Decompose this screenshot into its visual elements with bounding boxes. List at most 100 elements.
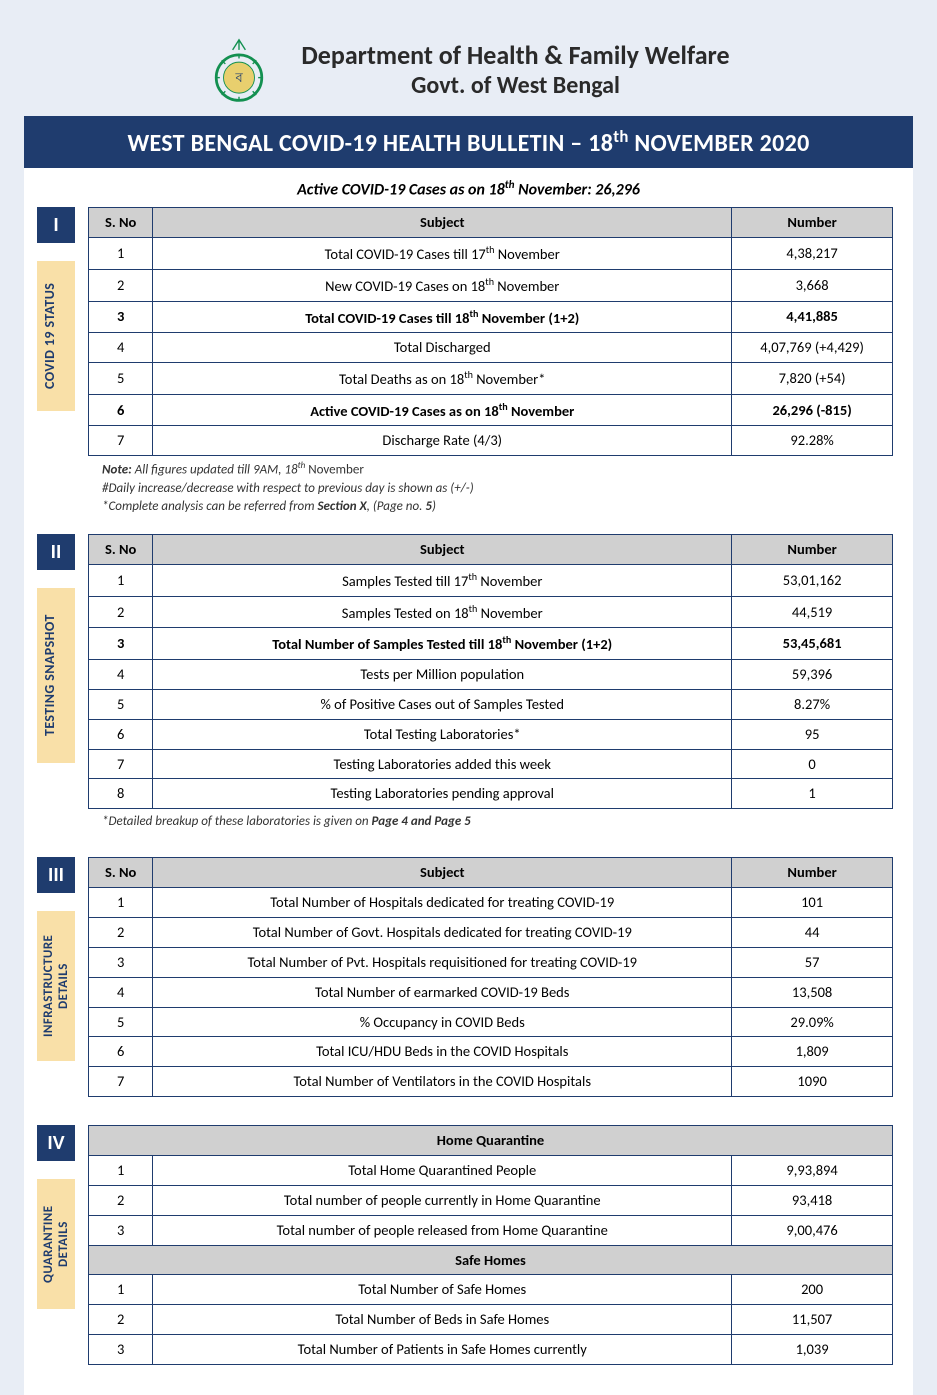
cell-subject: Total Number of Hospitals dedicated for … xyxy=(153,888,732,918)
col-sno-2: S. No xyxy=(89,535,153,565)
cell-sno: 5 xyxy=(89,1007,153,1037)
cell-subject: Tests per Million population xyxy=(153,659,732,689)
cell-subject: Total Number of Samples Tested till 18th… xyxy=(153,628,732,660)
table-row: 6Active COVID-19 Cases as on 18th Novemb… xyxy=(89,394,893,426)
cell-sno: 6 xyxy=(89,1037,153,1067)
table-row: 2New COVID-19 Cases on 18th November3,66… xyxy=(89,269,893,301)
table-row: 2Total Number of Beds in Safe Homes11,50… xyxy=(89,1305,893,1335)
note1-label: Note: xyxy=(102,463,132,478)
table-row: 6Total ICU/HDU Beds in the COVID Hospita… xyxy=(89,1037,893,1067)
cell-number: 29.09% xyxy=(732,1007,893,1037)
cell-number: 200 xyxy=(732,1275,893,1305)
cell-sno: 7 xyxy=(89,749,153,779)
cell-subject: % Occupancy in COVID Beds xyxy=(153,1007,732,1037)
table-row: 1Total COVID-19 Cases till 17th November… xyxy=(89,238,893,270)
note2-l1a: *Detailed breakup of these laboratories … xyxy=(102,814,372,829)
section-1: I COVID 19 STATUS S. No Subject Number 1… xyxy=(32,207,893,456)
active-sup: th xyxy=(505,178,515,192)
dept-title-block: Department of Health & Family Welfare Go… xyxy=(301,40,729,100)
covid-status-table: S. No Subject Number 1Total COVID-19 Cas… xyxy=(88,207,893,456)
cell-subject: Total Deaths as on 18th November* xyxy=(153,363,732,395)
cell-subject: Samples Tested till 17th November xyxy=(153,564,732,596)
cell-subject: Total COVID-19 Cases till 17th November xyxy=(153,238,732,270)
govt-logo: ব xyxy=(207,38,271,102)
cell-sno: 3 xyxy=(89,1335,153,1365)
cell-sno: 1 xyxy=(89,564,153,596)
section-4-label: QUARANTINE DETAILS xyxy=(37,1179,75,1309)
table-row: 3Total COVID-19 Cases till 18th November… xyxy=(89,301,893,333)
govt-title: Govt. of West Bengal xyxy=(301,71,729,100)
note1-l1b: All figures updated till 9AM, 18 xyxy=(132,463,298,478)
home-quarantine-label: Home Quarantine xyxy=(89,1126,893,1156)
cell-subject: Total ICU/HDU Beds in the COVID Hospital… xyxy=(153,1037,732,1067)
svg-text:ব: ব xyxy=(235,71,244,85)
col-number-1: Number xyxy=(732,208,893,238)
table-row: 5% of Positive Cases out of Samples Test… xyxy=(89,689,893,719)
cell-sno: 2 xyxy=(89,1185,153,1215)
cell-subject: Testing Laboratories pending approval xyxy=(153,779,732,809)
cell-number: 8.27% xyxy=(732,689,893,719)
table-row: 3Total Number of Patients in Safe Homes … xyxy=(89,1335,893,1365)
table-row: 7Discharge Rate (4/3)92.28% xyxy=(89,426,893,456)
page: ব Department of Health & Family Welfare … xyxy=(24,20,913,1395)
section-1-number: I xyxy=(37,207,75,243)
cell-number: 59,396 xyxy=(732,659,893,689)
cell-sno: 2 xyxy=(89,1305,153,1335)
safe-homes-header: Safe Homes xyxy=(89,1245,893,1275)
col-number-2: Number xyxy=(732,535,893,565)
notes-section-1: Note: All figures updated till 9AM, 18th… xyxy=(102,460,883,516)
cell-number: 53,45,681 xyxy=(732,628,893,660)
note1-l3c: , (Page no. xyxy=(367,499,426,514)
cell-subject: Total Testing Laboratories* xyxy=(153,719,732,749)
cell-sno: 1 xyxy=(89,888,153,918)
table-row: 4Tests per Million population59,396 xyxy=(89,659,893,689)
table-row: 4Total Discharged4,07,769 (+4,429) xyxy=(89,333,893,363)
cell-number: 9,00,476 xyxy=(732,1215,893,1245)
cell-sno: 1 xyxy=(89,1155,153,1185)
cell-subject: Testing Laboratories added this week xyxy=(153,749,732,779)
table-row: 2Total Number of Govt. Hospitals dedicat… xyxy=(89,918,893,948)
table-row: 5Total Deaths as on 18th November*7,820 … xyxy=(89,363,893,395)
cell-subject: Total Discharged xyxy=(153,333,732,363)
section-3-number: III xyxy=(37,857,75,893)
note1-l3b: Section X xyxy=(317,499,366,514)
cell-sno: 2 xyxy=(89,596,153,628)
cell-sno: 3 xyxy=(89,1215,153,1245)
table-row: 3Total Number of Pvt. Hospitals requisit… xyxy=(89,947,893,977)
table-row: 8Testing Laboratories pending approval1 xyxy=(89,779,893,809)
cell-number: 44,519 xyxy=(732,596,893,628)
cell-sno: 2 xyxy=(89,918,153,948)
banner-text-pre: WEST BENGAL COVID-19 HEALTH BULLETIN – 1… xyxy=(127,129,613,158)
note1-l3e: ) xyxy=(432,499,436,514)
cell-subject: Total Number of Safe Homes xyxy=(153,1275,732,1305)
cell-number: 4,38,217 xyxy=(732,238,893,270)
cell-subject: Discharge Rate (4/3) xyxy=(153,426,732,456)
active-cases-line: Active COVID-19 Cases as on 18th Novembe… xyxy=(24,178,913,199)
cell-sno: 1 xyxy=(89,238,153,270)
cell-sno: 1 xyxy=(89,1275,153,1305)
cell-number: 4,07,769 (+4,429) xyxy=(732,333,893,363)
col-subject-1: Subject xyxy=(153,208,732,238)
cell-number: 0 xyxy=(732,749,893,779)
header-band: ব Department of Health & Family Welfare … xyxy=(24,20,913,116)
cell-subject: Total Number of Pvt. Hospitals requisiti… xyxy=(153,947,732,977)
note1-l3a: *Complete analysis can be referred from xyxy=(102,499,317,514)
section-4-number: IV xyxy=(37,1125,75,1161)
section-3-side: III INFRASTRUCTURE DETAILS xyxy=(32,857,80,1061)
section-1-label: COVID 19 STATUS xyxy=(37,261,75,411)
cell-number: 13,508 xyxy=(732,977,893,1007)
cell-subject: Total COVID-19 Cases till 18th November … xyxy=(153,301,732,333)
cell-sno: 4 xyxy=(89,333,153,363)
cell-subject: Total number of people currently in Home… xyxy=(153,1185,732,1215)
col-subject-2: Subject xyxy=(153,535,732,565)
cell-number: 1,809 xyxy=(732,1037,893,1067)
cell-number: 26,296 (-815) xyxy=(732,394,893,426)
cell-number: 3,668 xyxy=(732,269,893,301)
cell-sno: 7 xyxy=(89,1067,153,1097)
cell-sno: 3 xyxy=(89,947,153,977)
cell-subject: New COVID-19 Cases on 18th November xyxy=(153,269,732,301)
cell-number: 95 xyxy=(732,719,893,749)
table-row: 1Samples Tested till 17th November53,01,… xyxy=(89,564,893,596)
section-4-side: IV QUARANTINE DETAILS xyxy=(32,1125,80,1309)
cell-number: 1,039 xyxy=(732,1335,893,1365)
